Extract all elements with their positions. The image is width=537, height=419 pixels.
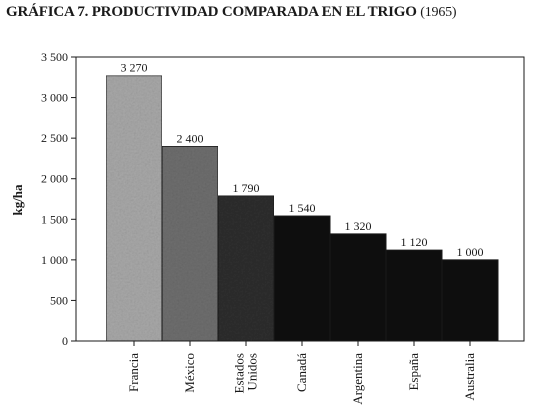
x-tick-label: Argentina: [350, 353, 365, 405]
x-tick-label-group: Canadá: [294, 353, 309, 392]
y-axis-label: kg/ha: [10, 184, 25, 216]
x-tick-label: Francia: [126, 353, 141, 392]
bar-value-label: 1 000: [457, 245, 484, 259]
x-tick-label: Canadá: [294, 353, 309, 392]
bar: [441, 259, 499, 342]
x-tick-label: Estados: [232, 353, 247, 393]
bar: [105, 75, 163, 342]
y-axis: 0 500 1 000 1 500 2 000 2 500 3 000 3 500: [41, 50, 76, 348]
x-tick-label-group: México: [182, 353, 197, 393]
bar: [217, 195, 275, 342]
bar-value-label: 1 540: [289, 201, 316, 215]
x-tick-label-group: España: [406, 353, 421, 391]
y-tick-label: 1 500: [41, 212, 68, 226]
bar: [273, 215, 331, 342]
x-tick-label: España: [406, 353, 421, 391]
x-tick-label-group: Argentina: [350, 353, 365, 405]
x-tick-label: Australia: [462, 353, 477, 401]
bar-value-label: 1 320: [345, 219, 372, 233]
x-tick-label: Unidos: [245, 353, 260, 391]
chart-title: GRÁFICA 7. PRODUCTIVIDAD COMPARADA EN EL…: [6, 4, 457, 21]
y-tick-label: 1 000: [41, 253, 68, 267]
y-tick-label: 2 500: [41, 131, 68, 145]
bar: [161, 145, 219, 342]
y-tick-label: 2 000: [41, 172, 68, 186]
x-tick-label: México: [182, 353, 197, 393]
x-tick-label-group: Francia: [126, 353, 141, 392]
bar: [385, 249, 443, 342]
bar: [329, 233, 387, 342]
bar-value-label: 1 790: [233, 181, 260, 195]
chart-title-year: (1965): [420, 5, 457, 20]
bars: 3 270 2 400 1 790 1 540 1 320 1 120 1 000: [105, 61, 499, 342]
bar-value-label: 1 120: [401, 235, 428, 249]
y-tick-label: 3 500: [41, 50, 68, 64]
y-tick-label: 3 000: [41, 91, 68, 105]
bar-value-label: 2 400: [177, 131, 204, 145]
bar-value-label: 3 270: [121, 61, 148, 75]
x-tick-label-group: Australia: [462, 353, 477, 401]
y-tick-label: 0: [62, 334, 68, 348]
y-tick-label: 500: [50, 293, 68, 307]
chart-title-text: GRÁFICA 7. PRODUCTIVIDAD COMPARADA EN EL…: [6, 4, 417, 20]
